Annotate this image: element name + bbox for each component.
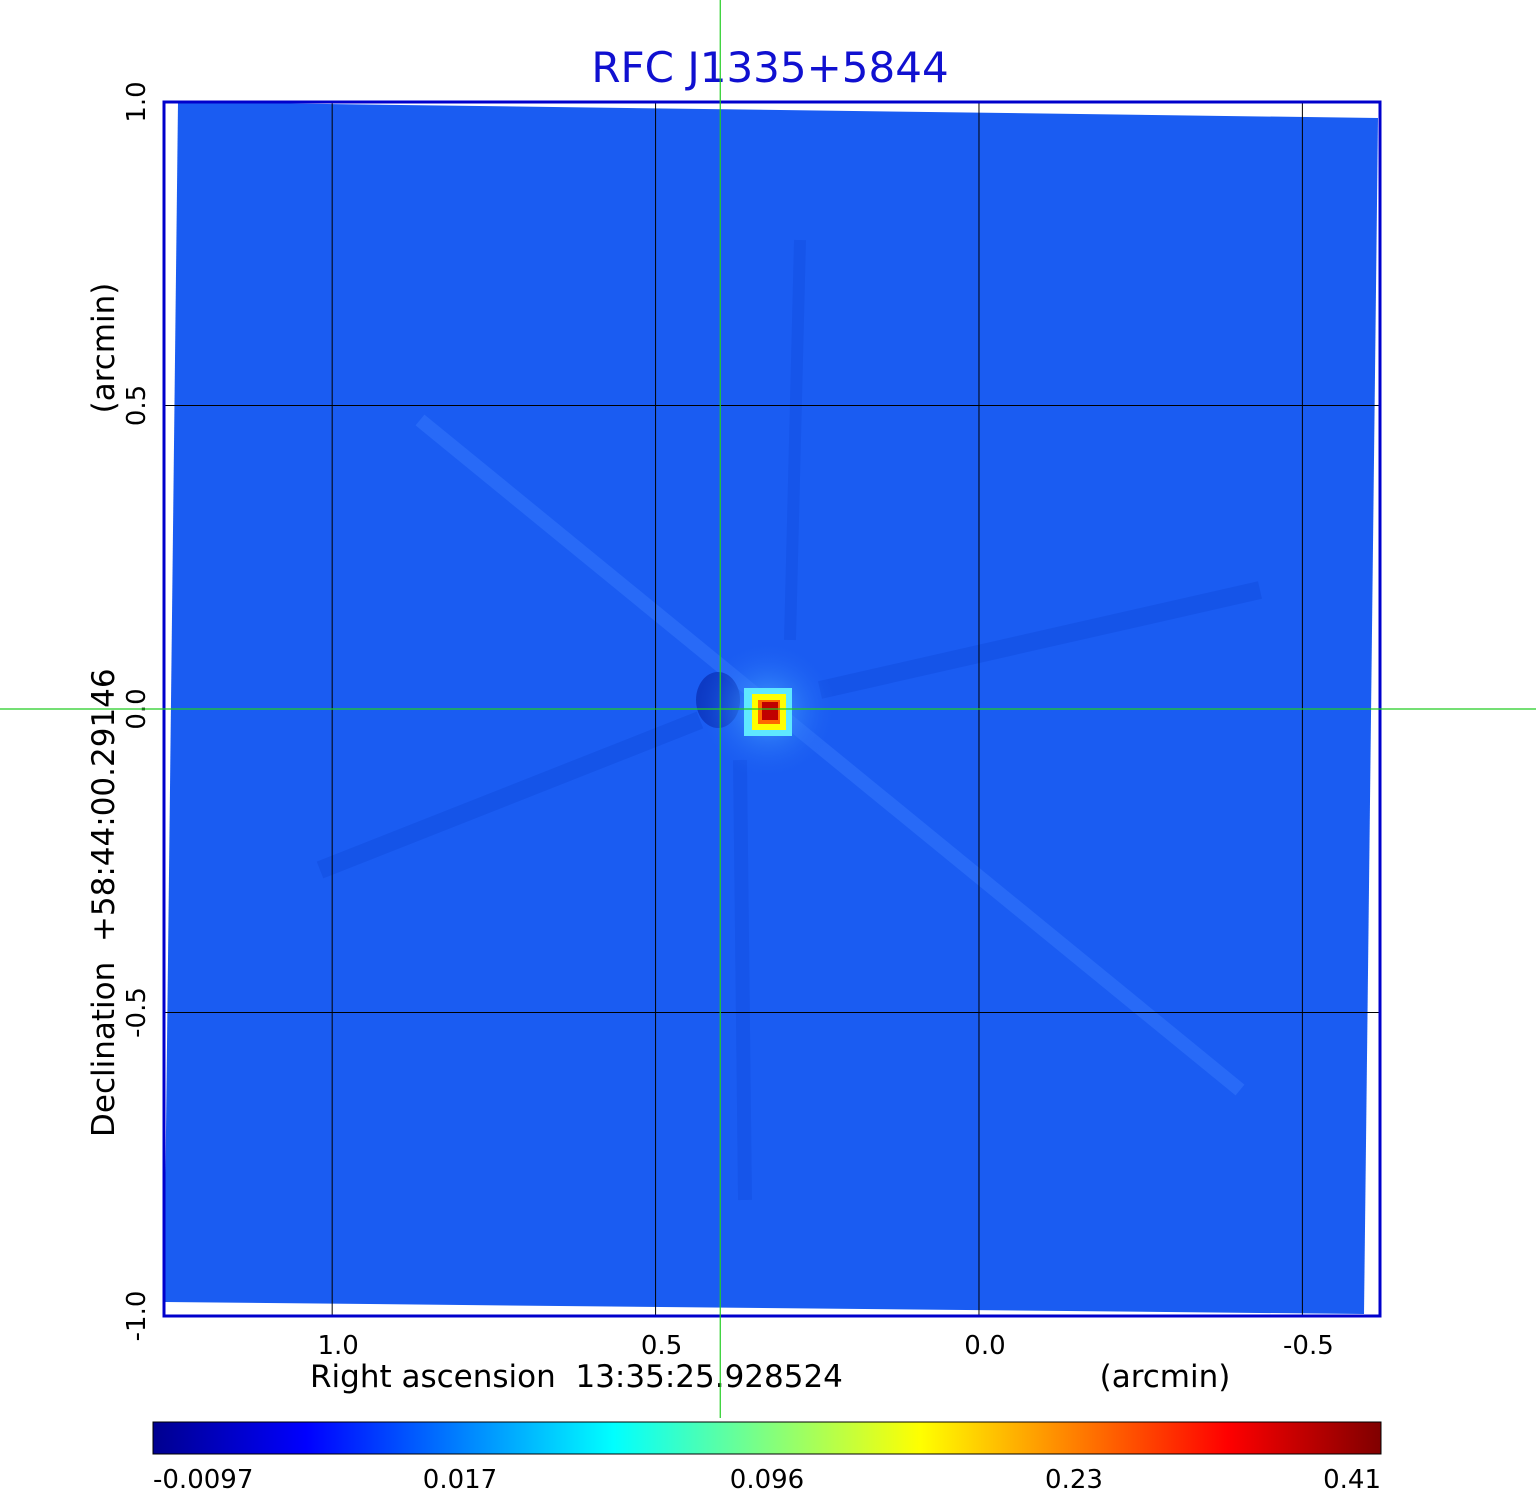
y-tick-label-0: 1.0: [122, 81, 152, 122]
colorbar-tick-label-0: -0.0097: [153, 1465, 253, 1495]
colorbar-tick-label-4: 0.41: [1323, 1465, 1381, 1495]
colorbar-tick-label-2: 0.096: [730, 1465, 804, 1495]
y-axis-unit: (arcmin): [86, 283, 122, 414]
crosshair: [0, 0, 1536, 1418]
x-tick-labels: 1.0 0.5 0.0 -0.5: [317, 1331, 1333, 1361]
x-tick-label-3: -0.5: [1283, 1331, 1334, 1361]
x-tick-label-2: 0.0: [964, 1331, 1005, 1361]
y-tick-label-4: -1.0: [122, 1291, 152, 1342]
source-peak: [744, 688, 792, 736]
colorbar-tick-labels: -0.0097 0.017 0.096 0.23 0.41: [153, 1465, 1381, 1495]
y-axis-label: Declination +58:44:00.29146: [86, 668, 122, 1137]
x-axis-label: Right ascension 13:35:25.928524: [310, 1359, 843, 1395]
y-tick-label-3: -0.5: [122, 987, 152, 1038]
y-tick-label-1: 0.5: [122, 385, 152, 426]
colorbar-tick-label-3: 0.23: [1045, 1465, 1103, 1495]
colorbar: [152, 1421, 1382, 1455]
colorbar-tick-label-1: 0.017: [423, 1465, 497, 1495]
x-tick-label-1: 0.5: [641, 1331, 682, 1361]
chart-title: RFC J1335+5844: [591, 43, 948, 92]
y-tick-labels: 1.00.50.0-0.5-1.0: [122, 81, 152, 1341]
x-axis-unit: (arcmin): [1100, 1359, 1231, 1395]
x-tick-label-0: 1.0: [317, 1331, 358, 1361]
image-map: [164, 102, 1378, 1314]
